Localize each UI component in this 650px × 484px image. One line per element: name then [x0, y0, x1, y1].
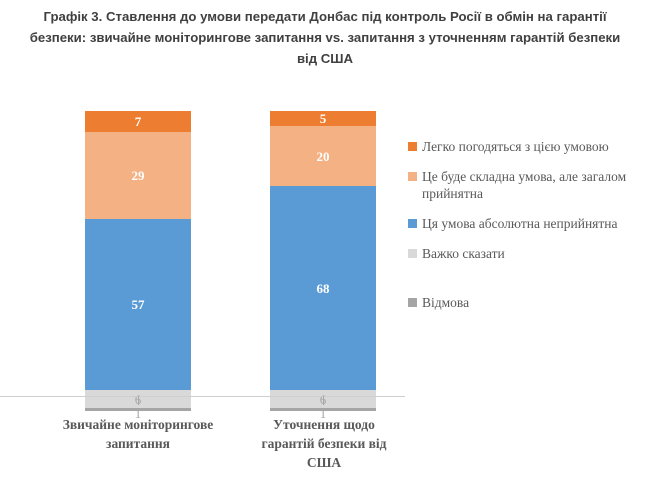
legend-item-hard-to-say[interactable]: Важко сказати: [408, 245, 646, 262]
legend-swatch-absolutely-unacceptable: [408, 219, 417, 228]
x-axis-label-clarified: Уточнення щодо гарантій безпеки від США: [240, 415, 408, 472]
legend-label-absolutely-unacceptable: Ця умова абсолютна неприйнятна: [422, 216, 618, 231]
bar1-segment-difficult-but-acceptable[interactable]: 29: [85, 132, 191, 219]
legend-swatch-refusal: [408, 298, 417, 307]
x-axis-label-monitoring-line-2: запитання: [106, 436, 170, 451]
x-axis-label-clarified-line-1: Уточнення щодо: [273, 417, 375, 432]
legend-label-easy-agree: Легко погодяться з цією умовою: [422, 139, 609, 154]
bar2-label-easy-agree: 5: [319, 111, 327, 126]
bar-group-monitoring: 7 29 57 6 1: [85, 111, 191, 420]
legend-swatch-easy-agree: [408, 142, 417, 151]
legend-label-difficult-but-acceptable: Це буде складна умова, але загалом прийн…: [422, 169, 627, 201]
bar2-segment-easy-agree[interactable]: 5: [270, 111, 376, 126]
x-axis-label-monitoring: Звичайне моніторингове запитання: [38, 415, 238, 453]
legend-label-hard-to-say: Важко сказати: [422, 246, 505, 261]
x-axis-label-monitoring-line-1: Звичайне моніторингове: [62, 417, 214, 432]
bar-stack-1: 7 29 57 6 1: [85, 111, 191, 420]
bar2-segment-absolutely-unacceptable[interactable]: 68: [270, 186, 376, 390]
bar1-segment-absolutely-unacceptable[interactable]: 57: [85, 219, 191, 390]
bar1-label-absolutely-unacceptable: 57: [131, 297, 145, 312]
x-axis-label-clarified-line-2: гарантій безпеки від: [261, 436, 387, 451]
chart-title-line-1: Графік 3. Ставлення до умови передати До…: [43, 9, 607, 24]
x-axis-tick-1: [138, 396, 139, 405]
bar1-label-refusal: 1: [134, 406, 142, 421]
legend-label-refusal: Відмова: [422, 295, 470, 310]
x-axis-label-clarified-line-3: США: [306, 455, 342, 470]
plot-area: 7 29 57 6 1 5: [0, 96, 405, 420]
legend-swatch-hard-to-say: [408, 249, 417, 258]
bar1-segment-easy-agree[interactable]: 7: [85, 111, 191, 132]
bar2-segment-difficult-but-acceptable[interactable]: 20: [270, 126, 376, 186]
bar2-label-difficult-but-acceptable: 20: [316, 148, 330, 164]
x-axis-tick-2: [323, 396, 324, 405]
legend-item-absolutely-unacceptable[interactable]: Ця умова абсолютна неприйнятна: [408, 215, 646, 232]
legend-item-refusal[interactable]: Відмова: [408, 294, 646, 311]
legend-swatch-difficult-but-acceptable: [408, 172, 417, 181]
chart-title-line-3: від США: [296, 51, 354, 66]
chart-title: Графік 3. Ставлення до умови передати До…: [28, 6, 622, 69]
bar2-segment-refusal[interactable]: [270, 408, 376, 411]
bar-group-clarified: 5 20 68 6 1: [270, 111, 376, 420]
legend-item-difficult-but-acceptable[interactable]: Це буде складна умова, але загалом прийн…: [408, 168, 646, 202]
bar1-label-easy-agree: 7: [134, 114, 142, 129]
chart-legend: Легко погодяться з цією умовою Це буде с…: [408, 138, 646, 324]
bar1-label-difficult-but-acceptable: 29: [131, 168, 145, 183]
legend-item-easy-agree[interactable]: Легко погодяться з цією умовою: [408, 138, 646, 155]
chart-title-line-2: безпеки: звичайне моніторингове запитанн…: [29, 30, 621, 45]
bar2-label-absolutely-unacceptable: 68: [316, 280, 330, 296]
bar2-label-refusal: 1: [319, 406, 327, 421]
x-axis-line: [0, 396, 405, 397]
bar-stack-2: 5 20 68 6 1: [270, 111, 376, 420]
bar1-segment-refusal[interactable]: [85, 408, 191, 411]
